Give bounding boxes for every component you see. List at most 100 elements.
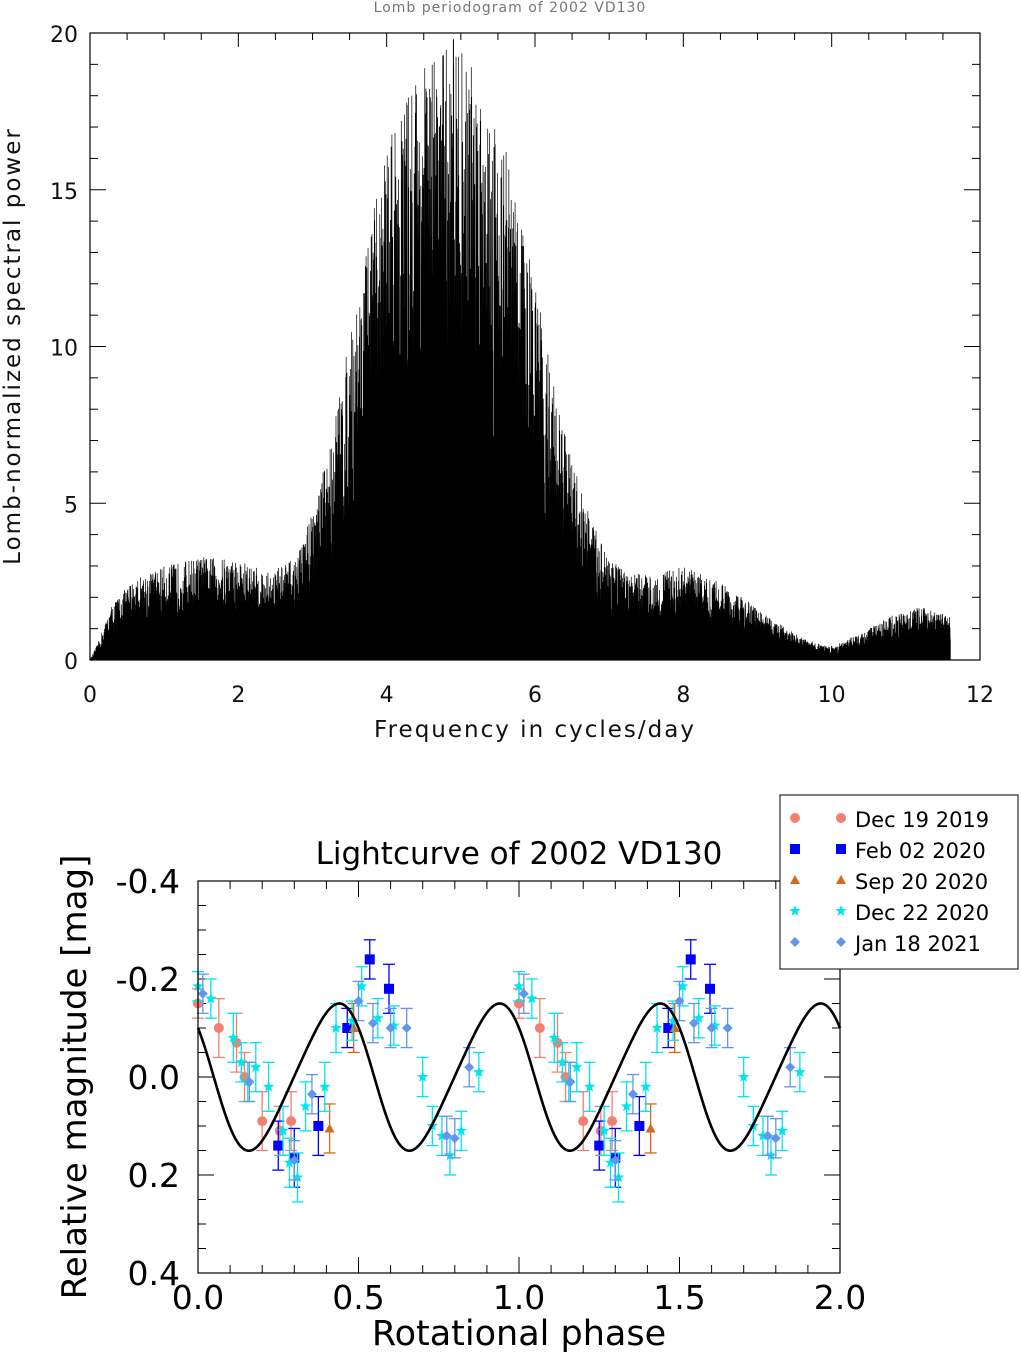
data-point bbox=[197, 988, 208, 999]
legend-entry: Sep 20 2020 bbox=[790, 870, 988, 894]
data-point bbox=[757, 1129, 769, 1141]
data-point bbox=[651, 1022, 663, 1033]
series-sep-20-2020 bbox=[323, 1002, 681, 1154]
data-point bbox=[257, 1116, 268, 1127]
legend-entry: Feb 02 2020 bbox=[790, 839, 986, 863]
periodogram-x-tick-labels: 0 2 4 6 8 10 12 bbox=[83, 683, 994, 708]
legend-label: Feb 02 2020 bbox=[855, 839, 986, 863]
fit-line bbox=[196, 1002, 842, 1153]
data-point bbox=[286, 1116, 297, 1127]
periodogram-y-tick-label: 0 bbox=[64, 650, 78, 675]
data-point bbox=[388, 1019, 400, 1031]
data-point bbox=[663, 1023, 674, 1033]
data-point bbox=[319, 1080, 331, 1092]
data-point bbox=[776, 1124, 788, 1136]
data-point bbox=[548, 1031, 561, 1043]
data-point bbox=[706, 1023, 717, 1033]
lightcurve-y-tick-label: 0.2 bbox=[128, 1156, 180, 1195]
lightcurve-y-tick-label: -0.4 bbox=[116, 862, 180, 901]
legend-entry: Dec 22 2020 bbox=[789, 901, 989, 925]
legend-marker bbox=[836, 875, 846, 884]
periodogram-y-tick-label: 20 bbox=[50, 23, 78, 48]
legend-label: Jan 18 2021 bbox=[853, 932, 981, 956]
periodogram-x-tick-label: 12 bbox=[966, 683, 994, 708]
data-point bbox=[620, 1100, 633, 1112]
lightcurve-y-label: Relative magnitude [mag] bbox=[55, 855, 95, 1300]
data-point bbox=[416, 1071, 429, 1082]
data-point bbox=[372, 1012, 384, 1024]
lightcurve-legend: Dec 19 2019 Feb 02 2020 Sep 20 2020 Dec 22 … bbox=[779, 794, 1019, 970]
lightcurve-x-tick-label: 0.5 bbox=[332, 1278, 384, 1317]
data-point bbox=[235, 1056, 248, 1068]
data-point bbox=[578, 1116, 589, 1127]
legend-marker bbox=[836, 937, 846, 947]
data-point bbox=[785, 1062, 796, 1073]
data-point bbox=[634, 1121, 645, 1131]
data-point bbox=[604, 1156, 617, 1168]
data-point bbox=[667, 1014, 679, 1026]
data-point bbox=[612, 1171, 625, 1183]
data-point bbox=[688, 1018, 699, 1029]
data-point bbox=[571, 1061, 583, 1073]
data-point bbox=[401, 1023, 412, 1033]
data-point bbox=[313, 1121, 324, 1131]
legend-marker bbox=[790, 844, 800, 854]
data-point bbox=[640, 1080, 652, 1092]
data-point bbox=[627, 1089, 638, 1100]
lightcurve-title: Lightcurve of 2002 VD130 bbox=[316, 836, 723, 872]
data-point bbox=[669, 1023, 680, 1032]
legend-marker bbox=[836, 813, 846, 823]
data-point bbox=[299, 1100, 312, 1112]
data-point bbox=[213, 1023, 224, 1033]
data-point bbox=[674, 996, 685, 1007]
data-point bbox=[346, 1014, 358, 1026]
data-point bbox=[205, 992, 217, 1004]
periodogram-y-label: Lomb-normalized spectral power bbox=[0, 127, 26, 565]
data-point bbox=[685, 954, 696, 965]
periodogram-x-tick-label: 4 bbox=[380, 683, 394, 708]
data-point bbox=[565, 1076, 576, 1087]
legend-label: Dec 19 2019 bbox=[855, 808, 989, 832]
legend-label: Dec 22 2020 bbox=[855, 901, 989, 925]
data-point bbox=[353, 996, 364, 1007]
data-point bbox=[367, 1018, 378, 1029]
periodogram-y-tick-labels: 0 5 10 15 20 bbox=[50, 23, 78, 675]
lightcurve-fit-curve bbox=[196, 1002, 842, 1153]
data-point bbox=[324, 1123, 335, 1133]
data-point bbox=[385, 1023, 396, 1033]
series-dec-19-2019 bbox=[192, 988, 619, 1157]
data-point bbox=[262, 1080, 275, 1092]
legend-box bbox=[779, 794, 1019, 970]
periodogram-chart: Lomb periodogram of 2002 VD130 0 2 4 6 8 10 12… bbox=[0, 0, 994, 743]
data-point bbox=[464, 1062, 475, 1073]
lightcurve-x-label: Rotational phase bbox=[372, 1314, 666, 1354]
data-point bbox=[348, 1023, 359, 1032]
data-point bbox=[273, 1140, 284, 1151]
legend-marker bbox=[790, 813, 800, 823]
data-point bbox=[330, 1022, 342, 1033]
lightcurve-x-tick-label: 1.0 bbox=[493, 1278, 545, 1317]
lightcurve-x-tick-label: 0.0 bbox=[172, 1278, 224, 1317]
data-point bbox=[583, 1080, 596, 1092]
periodogram-y-tick-label: 5 bbox=[64, 493, 78, 518]
data-point bbox=[364, 954, 375, 965]
legend-label: Sep 20 2020 bbox=[855, 870, 988, 894]
data-point bbox=[704, 983, 715, 994]
data-point bbox=[455, 1124, 467, 1136]
periodogram-x-label: Frequency in cycles/day bbox=[374, 717, 696, 743]
periodogram-x-tick-label: 0 bbox=[83, 683, 97, 708]
periodogram-dense-band bbox=[90, 424, 951, 660]
data-point bbox=[709, 1019, 721, 1031]
periodogram-y-tick-label: 15 bbox=[50, 180, 78, 205]
data-point bbox=[556, 1056, 569, 1068]
lightcurve-y-tick-labels: -0.4 -0.2 0.0 0.2 0.4 bbox=[116, 862, 180, 1293]
data-point bbox=[645, 1123, 656, 1133]
data-point bbox=[283, 1156, 296, 1168]
data-point bbox=[449, 1133, 460, 1144]
periodogram-series bbox=[90, 39, 951, 662]
lightcurve-ticks bbox=[197, 880, 841, 1274]
data-point bbox=[534, 1023, 545, 1033]
periodogram-ticks bbox=[89, 32, 981, 661]
periodogram-y-tick-label: 10 bbox=[50, 337, 78, 362]
